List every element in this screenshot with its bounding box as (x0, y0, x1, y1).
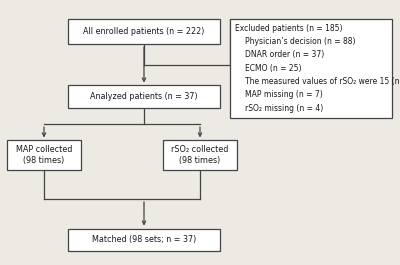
Bar (68, 19, 220, 44)
Text: Physician’s decision (n = 88): Physician’s decision (n = 88) (245, 37, 355, 46)
Text: MAP missing (n = 7): MAP missing (n = 7) (245, 90, 322, 99)
Text: rSO₂ collected
(98 times): rSO₂ collected (98 times) (171, 145, 229, 165)
Bar (68, 85, 220, 108)
Bar (68, 228, 220, 251)
Text: Excluded patients (n = 185): Excluded patients (n = 185) (235, 24, 342, 33)
Bar (230, 19, 392, 118)
Text: Analyzed patients (n = 37): Analyzed patients (n = 37) (90, 92, 198, 101)
Text: ECMO (n = 25): ECMO (n = 25) (245, 64, 301, 73)
Text: rSO₂ missing (n = 4): rSO₂ missing (n = 4) (245, 104, 323, 113)
Bar (163, 140, 237, 170)
Text: DNAR order (n = 37): DNAR order (n = 37) (245, 50, 324, 59)
Text: The measured values of rSO₂ were 15 (n = 24): The measured values of rSO₂ were 15 (n =… (245, 77, 400, 86)
Text: All enrolled patients (n = 222): All enrolled patients (n = 222) (83, 27, 205, 36)
Text: MAP collected
(98 times): MAP collected (98 times) (16, 145, 72, 165)
Text: Matched (98 sets; n = 37): Matched (98 sets; n = 37) (92, 235, 196, 244)
Bar (7, 140, 81, 170)
